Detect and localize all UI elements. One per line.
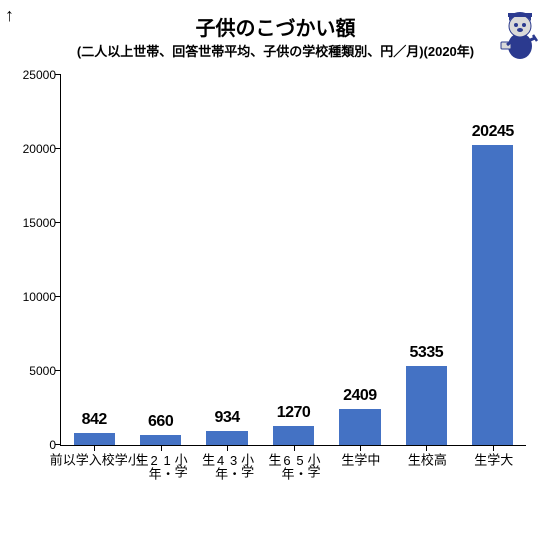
bar-value-label: 842 bbox=[82, 411, 107, 429]
bar: 660 bbox=[140, 435, 181, 445]
y-tick-label: 5000 bbox=[11, 364, 56, 378]
chart-title: 子供のこづかい額 bbox=[0, 12, 551, 41]
x-axis-label: 小学3・4年生 bbox=[201, 453, 253, 479]
x-axis-label: 小学1・2年生 bbox=[135, 453, 187, 479]
bar: 2409 bbox=[339, 409, 380, 445]
x-tick-mark bbox=[493, 445, 494, 451]
x-tick-mark bbox=[426, 445, 427, 451]
bar: 934 bbox=[206, 431, 247, 445]
title-block: 子供のこづかい額 (二人以上世帯、回答世帯平均、子供の学校種類別、円／月)(20… bbox=[0, 12, 551, 60]
x-tick-mark bbox=[360, 445, 361, 451]
bar-value-label: 934 bbox=[214, 409, 239, 427]
y-tick-mark bbox=[55, 74, 61, 75]
y-tick-mark bbox=[55, 296, 61, 297]
bar-value-label: 660 bbox=[148, 413, 173, 431]
y-tick-mark bbox=[55, 444, 61, 445]
y-tick-label: 0 bbox=[11, 438, 56, 452]
bars-group: 842 660 934 1270 2409 5335 20245 bbox=[61, 75, 526, 445]
x-tick-mark bbox=[294, 445, 295, 451]
x-axis-label: 小学校入学以前 bbox=[49, 453, 140, 465]
y-tick-mark bbox=[55, 370, 61, 371]
bar: 20245 bbox=[472, 145, 513, 445]
y-tick-label: 15000 bbox=[11, 216, 56, 230]
bar-value-label: 2409 bbox=[343, 387, 377, 405]
y-tick-mark bbox=[55, 222, 61, 223]
x-tick-mark bbox=[94, 445, 95, 451]
x-axis-label: 大学生 bbox=[473, 453, 512, 465]
bar: 5335 bbox=[406, 366, 447, 445]
y-tick-label: 10000 bbox=[11, 290, 56, 304]
x-axis-label: 中学生 bbox=[340, 453, 379, 465]
mascot-icon bbox=[495, 6, 545, 61]
x-axis-label: 高校生 bbox=[407, 453, 446, 465]
chart-container: ↑ 子供のこづかい額 (二人以上世帯、回答世帯平均、子供の学校種類別、円／月)(… bbox=[0, 0, 551, 551]
bar: 842 bbox=[74, 433, 115, 445]
y-tick-mark bbox=[55, 148, 61, 149]
x-tick-mark bbox=[161, 445, 162, 451]
bar-value-label: 20245 bbox=[472, 123, 514, 141]
y-tick-label: 20000 bbox=[11, 142, 56, 156]
y-tick-label: 25000 bbox=[11, 68, 56, 82]
bar: 1270 bbox=[273, 426, 314, 445]
bar-value-label: 1270 bbox=[277, 404, 311, 422]
x-axis-label: 小学5・6年生 bbox=[268, 453, 320, 479]
chart-subtitle: (二人以上世帯、回答世帯平均、子供の学校種類別、円／月)(2020年) bbox=[0, 41, 551, 60]
x-tick-mark bbox=[227, 445, 228, 451]
bar-value-label: 5335 bbox=[410, 344, 444, 362]
plot-area: 84266093412702409533520245 0500010000150… bbox=[60, 75, 526, 446]
